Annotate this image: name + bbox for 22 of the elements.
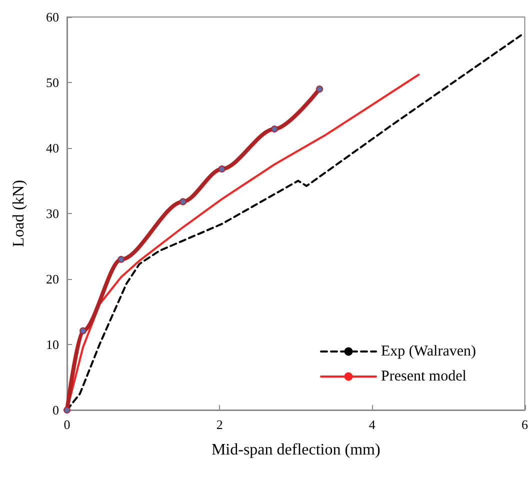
y-axis-title: Load (kN) (10, 180, 28, 248)
y-tick-label: 20 (46, 272, 59, 286)
y-tick-label: 40 (46, 140, 59, 156)
y-tick-label: 30 (46, 206, 59, 221)
x-tick-label: 4 (368, 417, 376, 432)
point (316, 86, 324, 93)
point (218, 165, 226, 172)
x-axis-title: Mid-span deflection (mm) (211, 442, 380, 458)
x-tick-label: 6 (522, 417, 528, 432)
y-tick-label: 60 (46, 10, 59, 24)
y-tick-label: 50 (46, 75, 59, 90)
x-tick-label: 2 (216, 417, 223, 432)
y-tick-label: 0 (52, 402, 59, 418)
x-tick-label: 0 (64, 417, 70, 432)
point (118, 256, 125, 263)
legend-label: Present model (381, 368, 466, 384)
point (179, 198, 186, 206)
y-tick-label: 10 (46, 337, 59, 352)
point (80, 327, 87, 334)
legend-label: Exp (Walraven) (381, 344, 476, 360)
point (64, 406, 70, 414)
point (271, 126, 278, 133)
